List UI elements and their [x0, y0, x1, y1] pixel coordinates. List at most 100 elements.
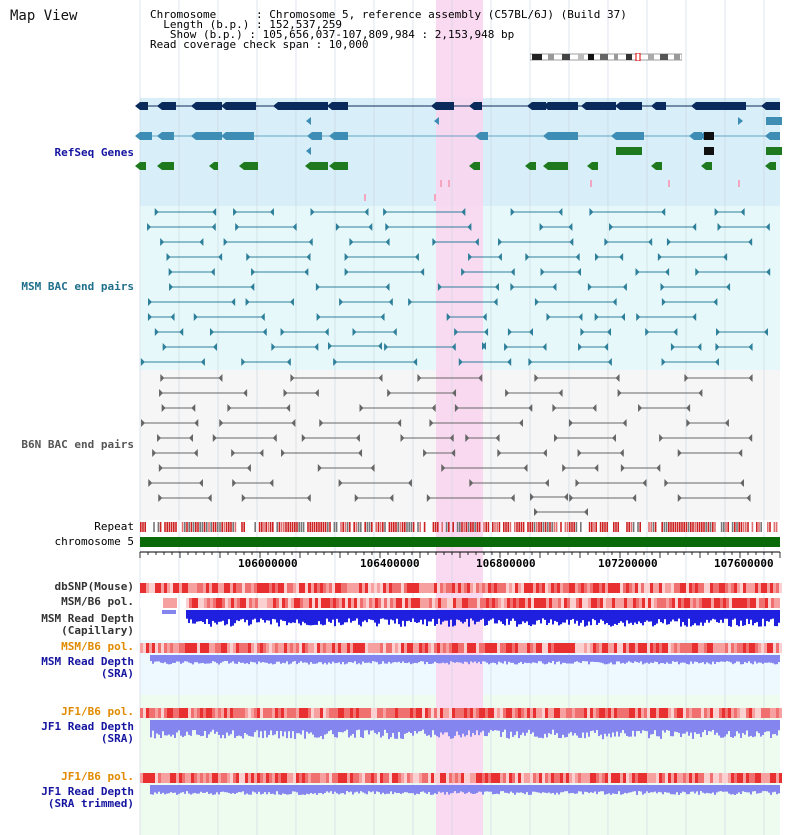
repeat-mark: [714, 522, 716, 532]
heat-cell: [663, 598, 666, 608]
b6n-pair-end: [552, 404, 557, 412]
b6n-pair-end: [198, 479, 203, 487]
depth-bar: [704, 655, 706, 665]
depth-bar: [484, 655, 486, 662]
repeat-mark: [379, 522, 382, 532]
heat-cell: [236, 708, 239, 718]
heat-cell: [194, 773, 197, 783]
depth-bar: [326, 610, 328, 619]
b6n-pair-end: [495, 434, 500, 442]
depth-bar: [314, 785, 316, 794]
heat-cell: [581, 583, 584, 593]
depth-bar: [416, 655, 418, 664]
heat-cell: [597, 598, 600, 608]
heat-cell: [605, 773, 608, 783]
depth-bar: [314, 720, 316, 738]
depth-bar: [700, 785, 702, 792]
b6n-pair-end: [684, 374, 689, 382]
heat-cell: [393, 598, 396, 608]
depth-bar: [766, 655, 768, 663]
heat-cell: [647, 583, 650, 593]
heat-cell: [602, 643, 605, 653]
depth-bar: [664, 655, 666, 664]
depth-bar: [562, 720, 564, 735]
depth-bar: [374, 720, 376, 733]
depth-bar: [224, 720, 226, 739]
heat-cell: [377, 643, 380, 653]
b6n-pair-end: [632, 494, 637, 502]
msm-pair-end: [507, 358, 512, 366]
heat-cell: [530, 708, 533, 718]
depth-bar: [370, 655, 372, 664]
depth-bar: [582, 785, 584, 795]
repeat-mark: [316, 522, 318, 532]
heat-cell: [209, 773, 212, 783]
b6n-pair-end: [152, 449, 157, 457]
depth-bar: [688, 720, 690, 736]
repeat-mark: [723, 522, 725, 532]
heat-cell: [425, 708, 428, 718]
refseq-mark: [738, 180, 740, 187]
b6n-pair-end: [207, 494, 212, 502]
depth-bar: [754, 610, 756, 624]
depth-bar: [522, 720, 524, 733]
depth-bar: [690, 785, 692, 792]
heat-cell: [230, 708, 233, 718]
depth-bar: [444, 655, 446, 664]
depth-bar: [208, 655, 210, 664]
depth-bar: [764, 655, 766, 663]
gene-block: [310, 162, 328, 170]
repeat-mark: [210, 522, 212, 532]
heat-cell: [236, 583, 239, 593]
depth-bar: [190, 610, 192, 620]
heat-cell: [593, 708, 596, 718]
repeat-mark: [522, 522, 525, 532]
heat-cell: [464, 643, 467, 653]
heat-cell: [735, 598, 738, 608]
depth-bar: [468, 785, 470, 792]
depth-bar: [450, 655, 452, 662]
depth-bar: [616, 720, 618, 732]
heat-cell: [344, 773, 347, 783]
heat-cell: [158, 773, 161, 783]
depth-bar: [490, 720, 492, 730]
chromosome-ideogram[interactable]: [530, 53, 682, 61]
depth-bar: [388, 610, 390, 625]
heat-cell: [287, 643, 290, 653]
depth-bar: [166, 785, 168, 794]
depth-bar: [442, 720, 444, 735]
heat-cell: [371, 583, 374, 593]
heat-cell: [323, 773, 326, 783]
msm-pair-end: [420, 268, 425, 276]
repeat-mark: [140, 522, 142, 532]
depth-bar: [330, 785, 332, 792]
heat-cell: [140, 708, 143, 718]
depth-bar: [510, 610, 512, 621]
repeat-mark: [241, 522, 243, 532]
heat-cell: [666, 598, 669, 608]
depth-bar: [508, 655, 510, 662]
heat-cell: [743, 643, 746, 653]
depth-bar: [488, 655, 490, 665]
heat-cell: [488, 643, 491, 653]
depth-bar: [438, 785, 440, 792]
heat-cell: [416, 773, 419, 783]
depth-bar: [376, 720, 378, 735]
depth-bar: [616, 785, 618, 795]
heat-cell: [434, 773, 437, 783]
heat-cell: [548, 773, 551, 783]
heat-cell: [590, 773, 593, 783]
heat-cell: [701, 583, 704, 593]
gene-arrow: [191, 102, 196, 110]
depth-bar: [376, 655, 378, 663]
msm-pair-end: [200, 358, 205, 366]
b6n-pair-end: [617, 389, 622, 397]
depth-bar: [620, 655, 622, 664]
depth-bar: [422, 610, 424, 625]
heat-cell: [581, 773, 584, 783]
heat-cell: [683, 643, 686, 653]
heat-cell: [407, 708, 410, 718]
depth-bar: [388, 655, 390, 662]
heat-cell: [485, 643, 488, 653]
